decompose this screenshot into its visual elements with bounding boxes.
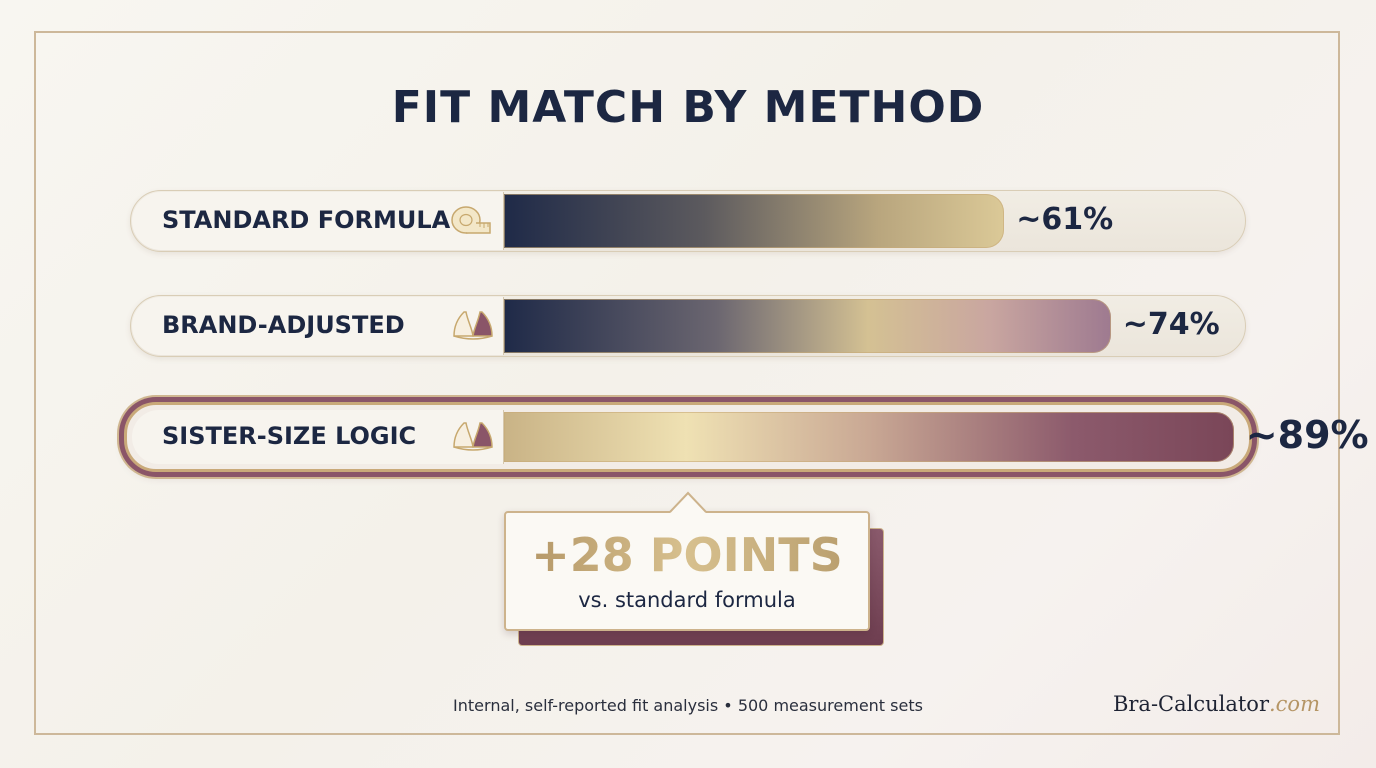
chart-title: FIT MATCH BY METHOD (391, 82, 985, 133)
brand-logo: Bra-Calculator.com (1113, 692, 1320, 716)
data-label: ~74% (1122, 307, 1220, 343)
footnote: Internal, self-reported fit analysis • 5… (453, 696, 923, 715)
category-label: STANDARD FORMULA (162, 206, 451, 234)
bra-icon (450, 308, 496, 348)
callout-headline: +28 POINTS (504, 528, 870, 582)
brand-domain: .com (1269, 692, 1320, 716)
data-label: ~89% (1245, 413, 1369, 458)
category-label: SISTER-SIZE LOGIC (162, 422, 417, 450)
category-label: BRAND-ADJUSTED (162, 311, 405, 339)
data-label: ~61% (1016, 202, 1114, 238)
callout-box (504, 511, 870, 631)
category-label-box-3 (132, 410, 504, 464)
outer-frame (34, 31, 1340, 735)
bar (504, 412, 1234, 462)
category-label-box-1 (132, 192, 504, 250)
bra-icon (450, 419, 496, 459)
bar (504, 194, 1005, 248)
callout-pointer-top (669, 491, 707, 513)
category-label-box-2 (132, 297, 504, 355)
brand-name: Bra-Calculator (1112, 692, 1269, 716)
bar (504, 299, 1111, 353)
measuring-tape-icon (450, 203, 492, 241)
callout-subtext: vs. standard formula (578, 588, 796, 612)
